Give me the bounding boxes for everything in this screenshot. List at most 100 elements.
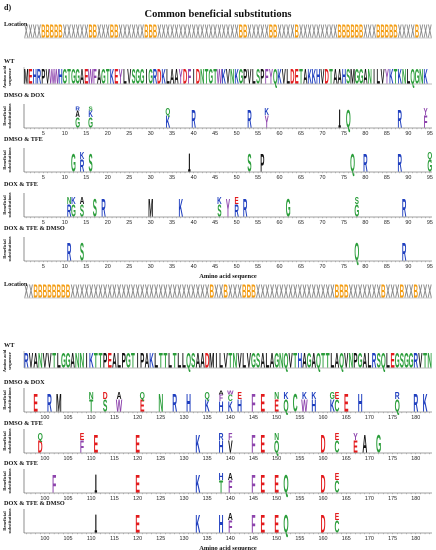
location-glyph: X — [312, 281, 316, 301]
wt-residue: V — [226, 66, 230, 89]
location-glyph: X — [286, 21, 290, 41]
wt-label: WT — [4, 58, 15, 65]
tick-label: 170 — [365, 496, 374, 502]
wt-residue: G — [409, 350, 414, 373]
substitution-letter: S — [355, 194, 359, 206]
track-ylabel-line2: substitutions — [7, 428, 12, 453]
location-glyph: X — [136, 21, 140, 41]
substitution-letter: R — [80, 156, 85, 176]
wt-residue: V — [46, 66, 50, 89]
tick-label: 65 — [298, 175, 304, 181]
location-glyph: B — [209, 281, 214, 301]
location-glyph: X — [260, 21, 264, 41]
substitution-letter: K — [205, 396, 210, 416]
wt-residue: G — [126, 350, 131, 373]
wt-residue: G — [209, 66, 214, 89]
wt-residue: P — [140, 350, 144, 373]
wt-residue: H — [342, 66, 346, 89]
wt-residue: Q — [410, 66, 415, 89]
tick-label: 5 — [42, 131, 45, 137]
location-glyph: X — [187, 21, 191, 41]
substitution-letter: N — [274, 431, 279, 443]
substitution-letter: S — [88, 150, 92, 177]
substitution-letter: K — [88, 109, 93, 119]
track-ylabel-line1: Beneficial — [2, 511, 7, 531]
location-label: Location — [4, 281, 28, 288]
substitution-letter: S — [80, 201, 84, 221]
location-glyph: X — [423, 281, 427, 301]
wt-residue: A — [33, 350, 38, 373]
location-glyph: X — [372, 21, 376, 41]
substitution-letter: A — [362, 429, 367, 458]
wt-residue: E — [390, 350, 394, 373]
substitution-letter: D — [321, 469, 326, 498]
tick-label: 125 — [156, 415, 165, 421]
wt-residue: V — [344, 350, 349, 373]
wt-residue: H — [58, 66, 62, 89]
wt-ylabel-line1: Amino acid — [2, 65, 7, 88]
tick-label: 50 — [234, 131, 240, 137]
tick-label: 145 — [249, 536, 258, 542]
wt-residue: G — [307, 350, 312, 373]
wt-residue: N — [427, 350, 432, 373]
location-glyph: B — [33, 281, 38, 301]
location-glyph: X — [101, 21, 105, 41]
location-glyph: B — [88, 21, 92, 41]
location-glyph: X — [162, 21, 166, 41]
tick-label: 105 — [64, 536, 73, 542]
wt-residue: W — [53, 66, 59, 89]
tick-label: 130 — [179, 415, 188, 421]
location-glyph: B — [223, 281, 228, 301]
substitution-letter: G — [71, 150, 76, 177]
substitution-letter: K — [195, 469, 200, 498]
location-glyph: X — [179, 21, 183, 41]
substitution-letter: N — [158, 388, 163, 417]
substitution-letter: E — [335, 511, 340, 523]
tick-label: 45 — [212, 131, 218, 137]
tick-label: 75 — [341, 175, 347, 181]
location-glyph: X — [219, 281, 223, 301]
location-glyph: X — [228, 281, 232, 301]
location-glyph: X — [418, 281, 422, 301]
substitution-letter: K — [264, 105, 269, 117]
wt-residue: T — [106, 66, 110, 89]
panel-label: d) — [4, 3, 11, 12]
wt-residue: V — [282, 66, 286, 89]
substitution-letter: K — [80, 149, 85, 161]
wt-residue: N — [200, 66, 204, 89]
wt-residue: I — [137, 350, 139, 373]
wt-residue: G — [66, 350, 71, 373]
tick-label: 90 — [405, 175, 411, 181]
wt-ylabel: Amino acidsequence — [2, 65, 12, 88]
tick-label: 30 — [148, 220, 154, 226]
tick-label: 95 — [427, 264, 433, 270]
wt-residue: A — [362, 350, 367, 373]
track-ylabel-line2: substitutions — [7, 387, 12, 412]
substitution-letter: D — [38, 437, 43, 457]
substitution-letter: E — [335, 471, 340, 483]
location-glyph: X — [67, 21, 71, 41]
substitution-letter: E — [344, 388, 349, 417]
wt-residue: N — [38, 350, 43, 373]
location-glyph: B — [376, 21, 380, 41]
wt-residue: A — [97, 66, 101, 89]
location-glyph: X — [117, 281, 121, 301]
location-glyph: B — [43, 281, 48, 301]
location-glyph: X — [316, 21, 320, 41]
tick-label: 95 — [427, 220, 433, 226]
tick-label: 5 — [42, 175, 45, 181]
location-glyph: X — [132, 21, 136, 41]
substitution-letter: Q — [427, 149, 432, 161]
track-ylabel-line2: substitutions — [7, 468, 12, 493]
location-glyph: X — [307, 281, 311, 301]
substitution-letter: S — [247, 150, 251, 177]
wt-residue: L — [330, 350, 334, 373]
wt-residue: P — [41, 66, 45, 89]
tick-label: 130 — [179, 536, 188, 542]
substitution-letter: R — [395, 390, 400, 402]
substitution-letter: K — [311, 390, 316, 402]
wt-residue: N — [419, 66, 423, 89]
track-ylabel-line2: substitutions — [7, 192, 12, 217]
tick-label: 60 — [277, 220, 283, 226]
location-glyph: X — [98, 281, 102, 301]
